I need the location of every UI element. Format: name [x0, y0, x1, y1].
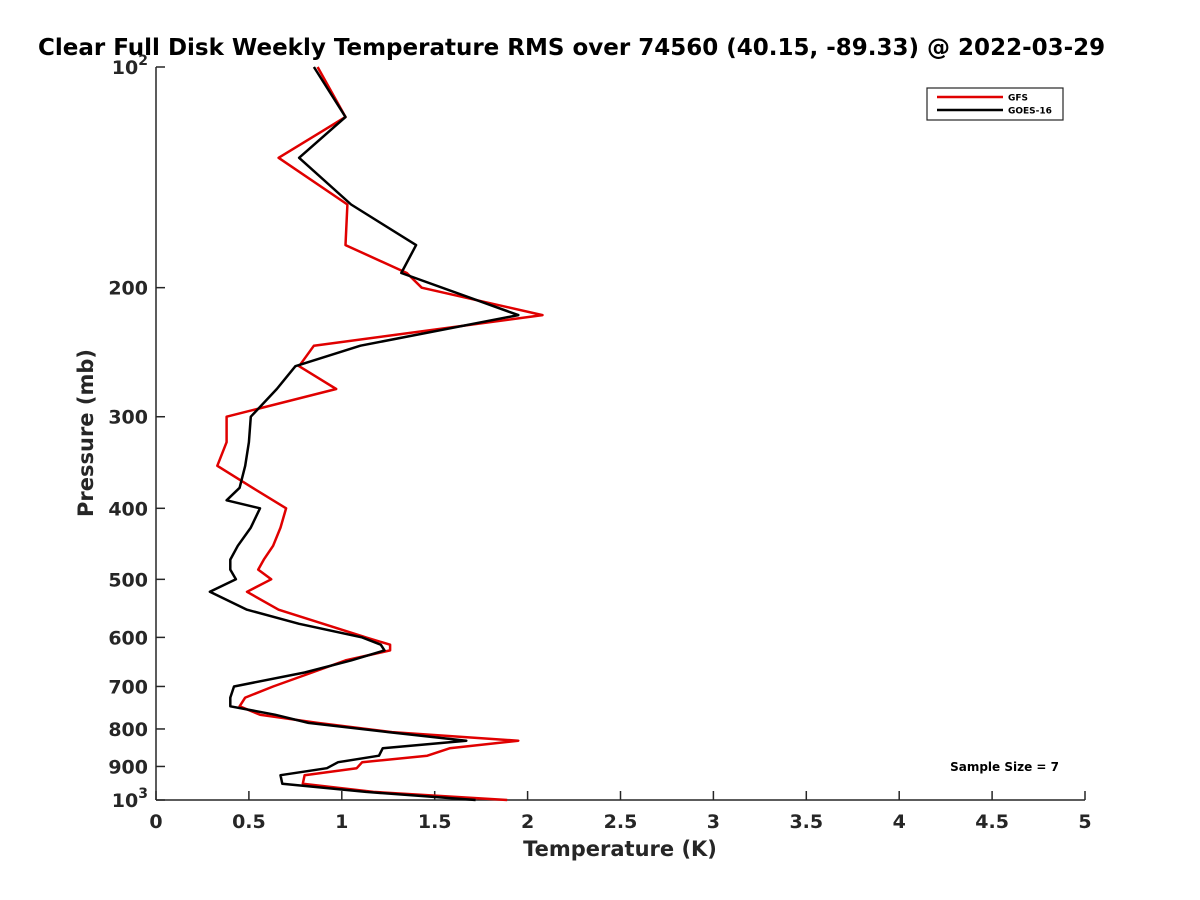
y-tick-label: 900	[108, 756, 148, 778]
legend: GFS GOES-16	[926, 87, 1064, 121]
y-tick-label: 600	[108, 627, 148, 649]
y-tick-base: 800	[108, 719, 148, 741]
legend-label-gfs: GFS	[1008, 94, 1028, 104]
y-tick-label: 300	[108, 407, 148, 429]
y-tick-base: 400	[108, 498, 148, 520]
y-axis-label: Pressure (mb)	[74, 349, 98, 517]
x-tick-label: 3.5	[789, 811, 823, 833]
x-ticks: 0 0.5 1 1.5 2 2.5 3 3.5 4 4.5 5	[149, 791, 1092, 833]
x-tick-label: 1.5	[418, 811, 452, 833]
series-line-gfs	[216, 66, 544, 802]
sample-size-annotation: Sample Size = 7	[950, 760, 1059, 774]
series-line-goes16	[208, 66, 520, 802]
y-tick-exponent: 2	[138, 53, 148, 69]
y-tick-base: 900	[108, 756, 148, 778]
y-tick-label: 400	[108, 498, 148, 520]
x-tick-label: 3	[707, 811, 720, 833]
plot-area: 0 0.5 1 1.5 2 2.5 3 3.5 4 4.5 5 102200300400500600…	[108, 53, 1091, 833]
x-tick-label: 4	[893, 811, 906, 833]
y-tick-base: 10	[112, 57, 138, 79]
x-tick-label: 2.5	[604, 811, 638, 833]
y-tick-label: 200	[108, 278, 148, 300]
y-tick-label: 103	[112, 786, 148, 812]
legend-box	[926, 87, 1064, 121]
x-tick-label: 0.5	[232, 811, 266, 833]
x-tick-label: 5	[1078, 811, 1091, 833]
x-tick-label: 4.5	[975, 811, 1009, 833]
y-tick-base: 500	[108, 569, 148, 591]
y-tick-base: 10	[112, 790, 138, 812]
chart-title: Clear Full Disk Weekly Temperature RMS o…	[38, 35, 1105, 61]
y-tick-label: 800	[108, 719, 148, 741]
series-group	[208, 66, 544, 802]
x-axis-label: Temperature (K)	[523, 837, 717, 861]
y-tick-label: 102	[112, 53, 148, 79]
y-tick-label: 500	[108, 569, 148, 591]
x-tick-label: 0	[149, 811, 162, 833]
y-tick-label: 700	[108, 676, 148, 698]
axes-frame	[156, 67, 1085, 800]
legend-label-goes16: GOES-16	[1008, 107, 1052, 117]
x-tick-label: 2	[521, 811, 534, 833]
y-tick-base: 200	[108, 278, 148, 300]
y-tick-base: 300	[108, 407, 148, 429]
x-tick-label: 1	[335, 811, 348, 833]
y-tick-exponent: 3	[138, 786, 148, 802]
y-tick-base: 700	[108, 676, 148, 698]
y-tick-base: 600	[108, 627, 148, 649]
